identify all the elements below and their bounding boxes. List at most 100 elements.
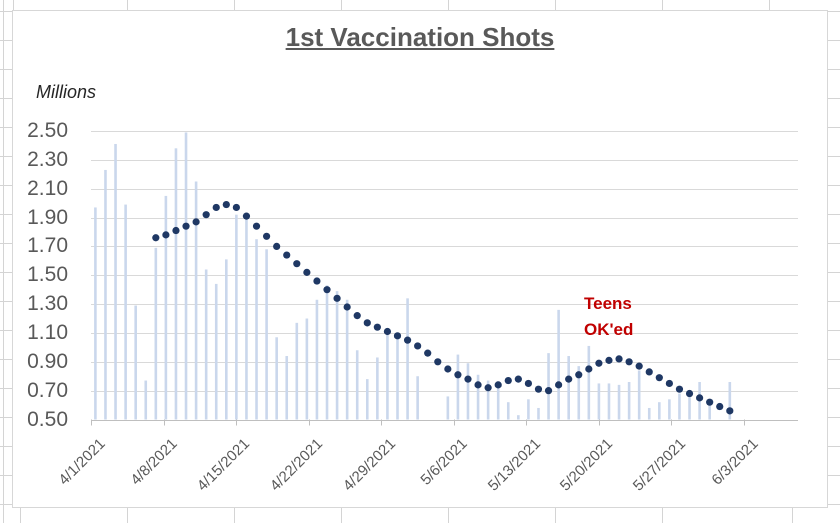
avg-dot[interactable] bbox=[514, 375, 522, 383]
avg-dot[interactable] bbox=[635, 362, 643, 370]
avg-dot[interactable] bbox=[212, 203, 220, 212]
daily-bar[interactable] bbox=[265, 249, 268, 420]
avg-dot[interactable] bbox=[242, 212, 251, 220]
avg-dot[interactable] bbox=[555, 381, 563, 389]
daily-bar[interactable] bbox=[225, 259, 228, 420]
daily-bar[interactable] bbox=[376, 357, 379, 420]
daily-bar[interactable] bbox=[668, 399, 671, 420]
avg-dot[interactable] bbox=[252, 222, 261, 230]
daily-bar[interactable] bbox=[386, 332, 389, 420]
avg-dot[interactable] bbox=[685, 389, 694, 398]
daily-bar[interactable] bbox=[345, 299, 349, 420]
avg-dot[interactable] bbox=[615, 355, 623, 363]
daily-bar[interactable] bbox=[204, 269, 208, 420]
daily-bar[interactable] bbox=[235, 214, 238, 420]
daily-bar[interactable] bbox=[688, 394, 691, 420]
avg-dot[interactable] bbox=[403, 336, 412, 344]
daily-bar[interactable] bbox=[285, 356, 289, 420]
avg-dot[interactable] bbox=[222, 200, 230, 209]
daily-bar[interactable] bbox=[446, 396, 450, 420]
daily-bar[interactable] bbox=[365, 379, 369, 420]
daily-bar[interactable] bbox=[124, 204, 127, 420]
avg-dot[interactable] bbox=[192, 218, 200, 226]
daily-bar[interactable] bbox=[154, 247, 158, 420]
avg-dot[interactable] bbox=[595, 359, 603, 367]
avg-dot[interactable] bbox=[283, 251, 291, 259]
daily-bar[interactable] bbox=[194, 181, 198, 420]
avg-dot[interactable] bbox=[665, 379, 673, 388]
daily-bar[interactable] bbox=[355, 350, 359, 420]
daily-bar[interactable] bbox=[396, 332, 399, 420]
avg-dot[interactable] bbox=[202, 211, 210, 219]
avg-dot[interactable] bbox=[273, 242, 281, 250]
daily-bar[interactable] bbox=[577, 366, 581, 420]
avg-dot[interactable] bbox=[544, 387, 553, 395]
daily-bar[interactable] bbox=[456, 354, 460, 420]
daily-bar[interactable] bbox=[214, 283, 218, 420]
daily-bar[interactable] bbox=[496, 384, 500, 420]
avg-dot[interactable] bbox=[182, 222, 190, 230]
avg-dot[interactable] bbox=[323, 286, 331, 294]
daily-bar[interactable] bbox=[627, 382, 631, 420]
daily-bar[interactable] bbox=[305, 318, 309, 420]
daily-bar[interactable] bbox=[617, 384, 621, 420]
daily-bar[interactable] bbox=[275, 337, 278, 420]
avg-dot[interactable] bbox=[716, 402, 724, 411]
daily-bar[interactable] bbox=[517, 415, 520, 420]
avg-dot[interactable] bbox=[605, 356, 613, 364]
daily-bar[interactable] bbox=[335, 291, 339, 420]
daily-bar[interactable] bbox=[295, 322, 299, 420]
daily-bar[interactable] bbox=[164, 195, 168, 420]
avg-dot[interactable] bbox=[353, 312, 361, 320]
avg-dot[interactable] bbox=[454, 371, 462, 379]
avg-dot[interactable] bbox=[152, 234, 160, 242]
daily-bar[interactable] bbox=[658, 402, 661, 420]
avg-dot[interactable] bbox=[313, 277, 321, 285]
daily-bar[interactable] bbox=[637, 370, 641, 420]
avg-dot[interactable] bbox=[464, 375, 472, 383]
avg-dot[interactable] bbox=[494, 381, 502, 389]
avg-dot[interactable] bbox=[383, 327, 392, 336]
daily-bar[interactable] bbox=[728, 382, 732, 420]
daily-bar[interactable] bbox=[678, 393, 681, 420]
avg-dot[interactable] bbox=[424, 349, 432, 357]
daily-bar[interactable] bbox=[325, 285, 329, 420]
daily-bar[interactable] bbox=[104, 169, 107, 420]
avg-dot[interactable] bbox=[524, 379, 533, 388]
daily-bar[interactable] bbox=[416, 376, 419, 420]
avg-dot[interactable] bbox=[293, 260, 301, 268]
avg-dot[interactable] bbox=[474, 381, 482, 389]
daily-bar[interactable] bbox=[527, 399, 530, 420]
daily-bar[interactable] bbox=[567, 356, 570, 420]
daily-bar[interactable] bbox=[486, 380, 490, 420]
avg-dot[interactable] bbox=[675, 385, 684, 393]
avg-dot[interactable] bbox=[373, 323, 381, 331]
daily-bar[interactable] bbox=[708, 402, 711, 420]
daily-bar[interactable] bbox=[94, 207, 97, 420]
avg-dot[interactable] bbox=[363, 319, 371, 327]
daily-bar[interactable] bbox=[547, 353, 550, 420]
avg-dot[interactable] bbox=[575, 371, 583, 379]
chart-frame[interactable] bbox=[12, 10, 828, 508]
daily-bar[interactable] bbox=[647, 407, 651, 420]
daily-bar[interactable] bbox=[174, 148, 178, 420]
avg-dot[interactable] bbox=[172, 226, 180, 235]
daily-bar[interactable] bbox=[597, 383, 601, 420]
avg-dot[interactable] bbox=[726, 407, 734, 415]
avg-dot[interactable] bbox=[434, 358, 442, 366]
avg-dot[interactable] bbox=[262, 232, 271, 240]
avg-dot[interactable] bbox=[655, 374, 663, 382]
avg-dot[interactable] bbox=[534, 385, 543, 393]
daily-bar[interactable] bbox=[587, 345, 591, 420]
daily-bar[interactable] bbox=[506, 402, 510, 420]
daily-bar[interactable] bbox=[134, 305, 137, 420]
daily-bar[interactable] bbox=[245, 217, 248, 420]
seven-day-average-dot-series[interactable] bbox=[152, 200, 734, 415]
daily-bar[interactable] bbox=[184, 132, 188, 420]
daily-bar[interactable] bbox=[144, 380, 148, 420]
avg-dot[interactable] bbox=[343, 303, 351, 311]
daily-shots-bar-series[interactable] bbox=[94, 132, 732, 420]
avg-dot[interactable] bbox=[162, 231, 170, 239]
avg-dot[interactable] bbox=[484, 384, 492, 392]
daily-bar[interactable] bbox=[315, 299, 319, 420]
